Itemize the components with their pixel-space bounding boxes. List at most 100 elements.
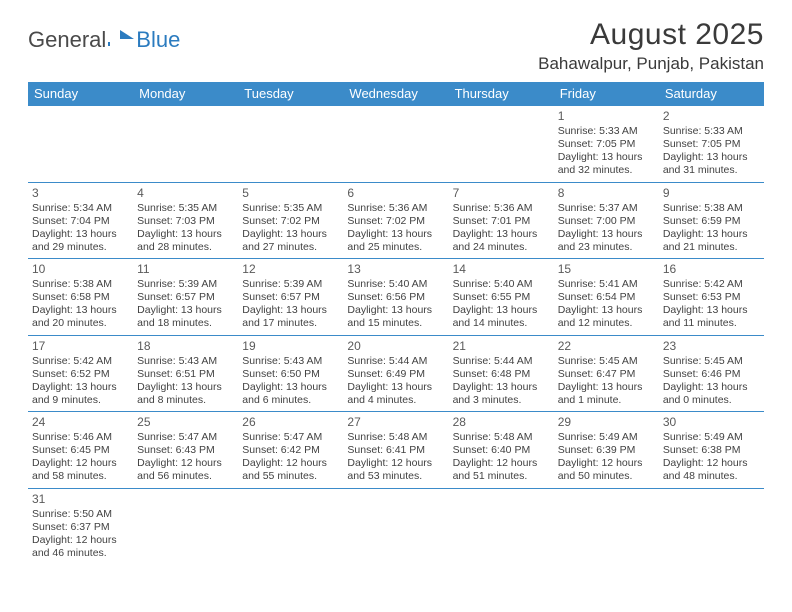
calendar-day: 3Sunrise: 5:34 AMSunset: 7:04 PMDaylight…: [28, 183, 133, 259]
calendar-day: 22Sunrise: 5:45 AMSunset: 6:47 PMDayligh…: [554, 336, 659, 412]
calendar-day-empty: [133, 489, 238, 565]
sunrise-text: Sunrise: 5:37 AM: [558, 202, 655, 215]
dow-sunday: Sunday: [28, 82, 133, 106]
calendar-week: 24Sunrise: 5:46 AMSunset: 6:45 PMDayligh…: [28, 412, 764, 489]
daylight-line1: Daylight: 12 hours: [32, 534, 129, 547]
day-number: 10: [32, 262, 129, 277]
daylight-line1: Daylight: 12 hours: [558, 457, 655, 470]
sunset-text: Sunset: 7:02 PM: [347, 215, 444, 228]
location-subtitle: Bahawalpur, Punjab, Pakistan: [538, 54, 764, 74]
day-number: 2: [663, 109, 760, 124]
day-number: 13: [347, 262, 444, 277]
daylight-line1: Daylight: 13 hours: [558, 381, 655, 394]
daylight-line1: Daylight: 13 hours: [663, 304, 760, 317]
dow-wednesday: Wednesday: [343, 82, 448, 106]
sunset-text: Sunset: 6:57 PM: [137, 291, 234, 304]
daylight-line2: and 6 minutes.: [242, 394, 339, 407]
sunset-text: Sunset: 6:37 PM: [32, 521, 129, 534]
daylight-line2: and 55 minutes.: [242, 470, 339, 483]
daylight-line2: and 3 minutes.: [453, 394, 550, 407]
daylight-line2: and 48 minutes.: [663, 470, 760, 483]
sunrise-text: Sunrise: 5:47 AM: [137, 431, 234, 444]
calendar-day: 24Sunrise: 5:46 AMSunset: 6:45 PMDayligh…: [28, 412, 133, 488]
sunset-text: Sunset: 6:40 PM: [453, 444, 550, 457]
calendar-day-empty: [449, 106, 554, 182]
calendar-day-empty: [659, 489, 764, 565]
calendar-day: 11Sunrise: 5:39 AMSunset: 6:57 PMDayligh…: [133, 259, 238, 335]
daylight-line2: and 1 minute.: [558, 394, 655, 407]
day-number: 22: [558, 339, 655, 354]
day-number: 19: [242, 339, 339, 354]
sunrise-text: Sunrise: 5:48 AM: [453, 431, 550, 444]
calendar-day: 29Sunrise: 5:49 AMSunset: 6:39 PMDayligh…: [554, 412, 659, 488]
sunrise-text: Sunrise: 5:38 AM: [663, 202, 760, 215]
sunset-text: Sunset: 6:59 PM: [663, 215, 760, 228]
sunrise-text: Sunrise: 5:50 AM: [32, 508, 129, 521]
logo-flag-icon: [108, 26, 136, 44]
daylight-line1: Daylight: 13 hours: [242, 304, 339, 317]
sunrise-text: Sunrise: 5:48 AM: [347, 431, 444, 444]
daylight-line2: and 27 minutes.: [242, 241, 339, 254]
calendar-page: General Blue August 2025 Bahawalpur, Pun…: [0, 0, 792, 574]
calendar-week: 3Sunrise: 5:34 AMSunset: 7:04 PMDaylight…: [28, 183, 764, 260]
daylight-line2: and 50 minutes.: [558, 470, 655, 483]
calendar-day: 6Sunrise: 5:36 AMSunset: 7:02 PMDaylight…: [343, 183, 448, 259]
daylight-line1: Daylight: 13 hours: [347, 381, 444, 394]
calendar-day-empty: [343, 489, 448, 565]
sunset-text: Sunset: 7:05 PM: [663, 138, 760, 151]
daylight-line1: Daylight: 13 hours: [663, 228, 760, 241]
day-number: 5: [242, 186, 339, 201]
daylight-line1: Daylight: 13 hours: [453, 381, 550, 394]
day-number: 26: [242, 415, 339, 430]
sunrise-text: Sunrise: 5:34 AM: [32, 202, 129, 215]
dow-monday: Monday: [133, 82, 238, 106]
day-number: 3: [32, 186, 129, 201]
sunset-text: Sunset: 6:52 PM: [32, 368, 129, 381]
sunrise-text: Sunrise: 5:35 AM: [242, 202, 339, 215]
daylight-line2: and 31 minutes.: [663, 164, 760, 177]
calendar-week: 10Sunrise: 5:38 AMSunset: 6:58 PMDayligh…: [28, 259, 764, 336]
daylight-line1: Daylight: 13 hours: [32, 381, 129, 394]
calendar-day-empty: [343, 106, 448, 182]
daylight-line1: Daylight: 13 hours: [242, 381, 339, 394]
daylight-line2: and 51 minutes.: [453, 470, 550, 483]
daylight-line1: Daylight: 13 hours: [137, 381, 234, 394]
weeks-container: 1Sunrise: 5:33 AMSunset: 7:05 PMDaylight…: [28, 106, 764, 564]
daylight-line1: Daylight: 13 hours: [32, 228, 129, 241]
sunrise-text: Sunrise: 5:49 AM: [663, 431, 760, 444]
sunrise-text: Sunrise: 5:44 AM: [347, 355, 444, 368]
daylight-line1: Daylight: 13 hours: [663, 151, 760, 164]
calendar-day-empty: [28, 106, 133, 182]
daylight-line2: and 20 minutes.: [32, 317, 129, 330]
daylight-line1: Daylight: 12 hours: [663, 457, 760, 470]
sunset-text: Sunset: 6:48 PM: [453, 368, 550, 381]
calendar-day: 27Sunrise: 5:48 AMSunset: 6:41 PMDayligh…: [343, 412, 448, 488]
sunrise-text: Sunrise: 5:45 AM: [663, 355, 760, 368]
sunset-text: Sunset: 6:46 PM: [663, 368, 760, 381]
day-number: 28: [453, 415, 550, 430]
day-number: 7: [453, 186, 550, 201]
daylight-line1: Daylight: 13 hours: [558, 151, 655, 164]
daylight-line2: and 18 minutes.: [137, 317, 234, 330]
sunset-text: Sunset: 6:56 PM: [347, 291, 444, 304]
calendar-day: 9Sunrise: 5:38 AMSunset: 6:59 PMDaylight…: [659, 183, 764, 259]
calendar-day: 23Sunrise: 5:45 AMSunset: 6:46 PMDayligh…: [659, 336, 764, 412]
sunset-text: Sunset: 6:57 PM: [242, 291, 339, 304]
day-number: 17: [32, 339, 129, 354]
calendar-day: 17Sunrise: 5:42 AMSunset: 6:52 PMDayligh…: [28, 336, 133, 412]
day-number: 16: [663, 262, 760, 277]
daylight-line2: and 9 minutes.: [32, 394, 129, 407]
sunset-text: Sunset: 6:47 PM: [558, 368, 655, 381]
daylight-line2: and 14 minutes.: [453, 317, 550, 330]
sunset-text: Sunset: 6:45 PM: [32, 444, 129, 457]
calendar-day: 31Sunrise: 5:50 AMSunset: 6:37 PMDayligh…: [28, 489, 133, 565]
dow-tuesday: Tuesday: [238, 82, 343, 106]
dow-friday: Friday: [554, 82, 659, 106]
daylight-line2: and 58 minutes.: [32, 470, 129, 483]
calendar-day: 20Sunrise: 5:44 AMSunset: 6:49 PMDayligh…: [343, 336, 448, 412]
sunset-text: Sunset: 6:54 PM: [558, 291, 655, 304]
day-number: 4: [137, 186, 234, 201]
daylight-line2: and 53 minutes.: [347, 470, 444, 483]
sunrise-text: Sunrise: 5:33 AM: [558, 125, 655, 138]
daylight-line2: and 21 minutes.: [663, 241, 760, 254]
